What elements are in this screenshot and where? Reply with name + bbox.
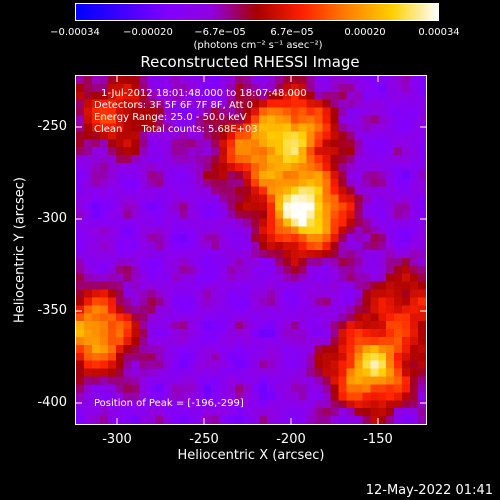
- x-tick-label: -300: [102, 432, 132, 447]
- x-tick-label: -250: [189, 432, 219, 447]
- colorbar-tick-label: −6.7e−05: [194, 27, 246, 38]
- time-range-label: 1-Jul-2012 18:01:48.000 to 18:07:48.000: [101, 88, 307, 99]
- colorbar-tick-label: −0.00020: [123, 27, 173, 38]
- x-axis-label: Heliocentric X (arcsec): [177, 448, 325, 463]
- y-axis-label: Heliocentric Y (arcsec): [12, 177, 28, 323]
- rhessi-heatmap: [76, 76, 426, 424]
- x-tick-label: -200: [276, 432, 306, 447]
- y-tick-label: -250: [37, 119, 67, 134]
- clean-counts-label: Clean Total counts: 5.68E+03: [94, 124, 258, 135]
- colorbar-tick-label: 6.7e−05: [270, 27, 314, 38]
- y-tick-label: -400: [37, 395, 67, 410]
- image-title: Reconstructed RHESSI Image: [140, 53, 360, 71]
- x-tick-label: -150: [363, 432, 393, 447]
- colorbar: [75, 3, 439, 21]
- energy-range-label: Energy Range: 25.0 - 50.0 keV: [94, 112, 247, 123]
- colorbar-tick-label: 0.00020: [344, 27, 386, 38]
- footer-timestamp: 12-May-2022 01:41: [365, 483, 493, 498]
- colorbar-tick-label: −0.00034: [50, 27, 100, 38]
- detectors-label: Detectors: 3F 5F 6F 7F 8F, Att 0: [94, 100, 254, 111]
- peak-position-label: Position of Peak = [-196,-299]: [94, 398, 244, 409]
- colorbar-gradient: [76, 4, 438, 20]
- colorbar-tick-label: 0.00034: [418, 27, 460, 38]
- colorbar-units: (photons cm⁻² s⁻¹ asec⁻²): [193, 40, 323, 51]
- y-tick-label: -300: [37, 211, 67, 226]
- rhessi-image-plot: [75, 75, 427, 425]
- y-tick-label: -350: [37, 303, 67, 318]
